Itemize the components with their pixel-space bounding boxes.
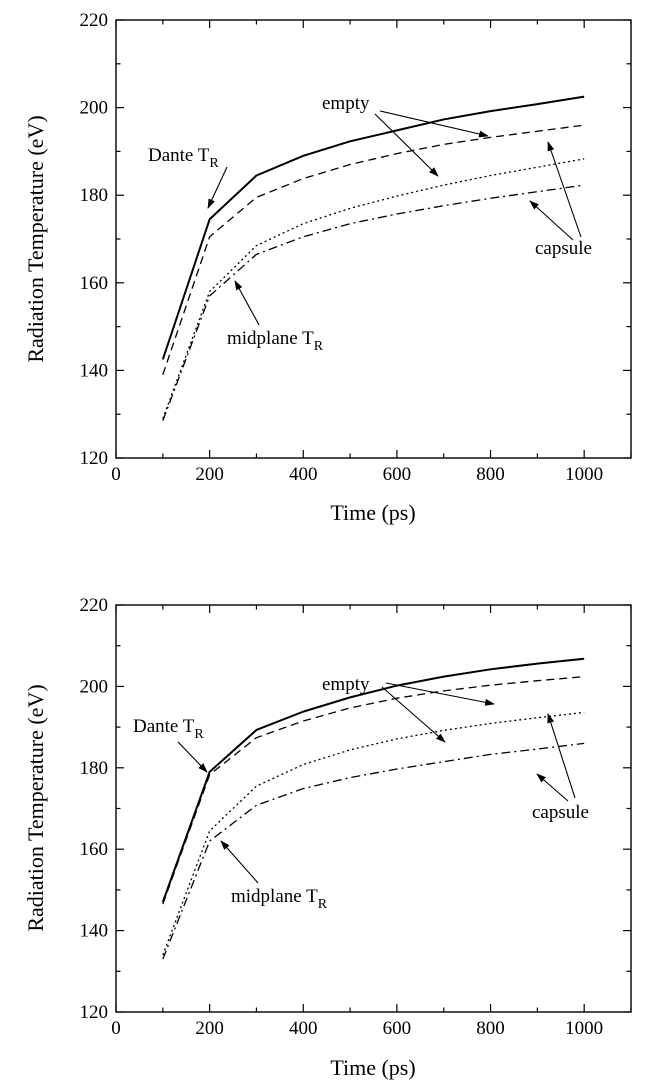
x-tick-label: 1000 [565,464,603,485]
y-tick-label: 140 [80,921,109,942]
annotation-capsule: capsule [532,802,589,823]
annotation-empty: empty [322,674,370,695]
y-tick-label: 120 [80,448,109,469]
annotation-arrow [547,141,582,238]
x-tick-labels: 0 200 400 600 800 1000 [111,464,603,485]
annotation-arrow [381,686,446,743]
series-line-solid [161,657,585,903]
y-tick-labels: 120 140 160 180 200 220 [80,10,109,469]
annotation-midplane-tr: midplane TR [227,328,324,354]
y-tick-label: 160 [80,273,109,294]
y-tick-label: 120 [80,1002,109,1023]
annotation-arrow [529,200,574,241]
chart-panel-top: 0 200 400 600 800 1000 120 140 160 180 200 220 Tim… [23,10,632,525]
y-tick-label: 180 [80,185,109,206]
x-tick-label: 200 [195,1018,224,1039]
series-line-dashdot [162,742,585,960]
x-tick-label: 1000 [565,1018,603,1039]
y-tick-label: 160 [80,839,109,860]
chart-panel-bottom: 0 200 400 600 800 1000 120 140 160 180 200 220 Tim… [23,595,632,1080]
y-axis-title: Radiation Temperature (eV) [23,115,48,362]
annotation-arrow [177,741,208,773]
annotation-arrow [379,110,489,138]
annotation-midplane-tr: midplane TR [231,886,328,912]
y-axis-title: Radiation Temperature (eV) [23,684,48,931]
annotation-capsule: capsule [535,238,592,259]
tick-marks [115,19,632,459]
annotation-dante-tr: Dante TR [133,716,204,742]
x-tick-label: 0 [111,1018,121,1039]
x-tick-label: 800 [476,1018,505,1039]
x-tick-label: 800 [476,464,505,485]
x-tick-label: 200 [195,464,224,485]
x-tick-labels: 0 200 400 600 800 1000 [111,1018,603,1039]
x-tick-label: 0 [111,464,121,485]
series-line-dashdot [162,184,585,421]
annotation-arrow [234,280,260,326]
x-tick-label: 600 [383,1018,412,1039]
series-line-dashed [162,124,585,375]
y-tick-labels: 120 140 160 180 200 220 [80,595,109,1023]
y-tick-label: 200 [80,98,109,119]
y-tick-label: 140 [80,360,109,381]
series-line-dashed [162,675,585,905]
x-tick-label: 400 [289,1018,318,1039]
annotation-arrow [536,773,569,802]
x-tick-label: 600 [383,464,412,485]
annotation-arrow [207,166,228,209]
annotation-arrow [385,682,495,706]
series-line-solid [161,95,585,360]
annotation-arrow [374,113,439,177]
series-group [161,95,585,421]
annotation-dante-tr: Dante TR [148,145,219,171]
annotation-arrow [220,840,259,884]
y-tick-label: 220 [80,595,109,616]
y-tick-label: 220 [80,10,109,31]
x-axis-title: Time (ps) [330,500,415,525]
tick-marks [115,604,632,1013]
x-tick-label: 400 [289,464,318,485]
y-tick-label: 180 [80,758,109,779]
y-tick-label: 200 [80,676,109,697]
series-line-dotted [162,158,585,419]
annotation-empty: empty [322,93,370,114]
x-axis-title: Time (ps) [330,1055,415,1080]
series-group [161,657,585,960]
series-line-dotted [162,711,585,956]
annotation-arrow [547,713,576,799]
